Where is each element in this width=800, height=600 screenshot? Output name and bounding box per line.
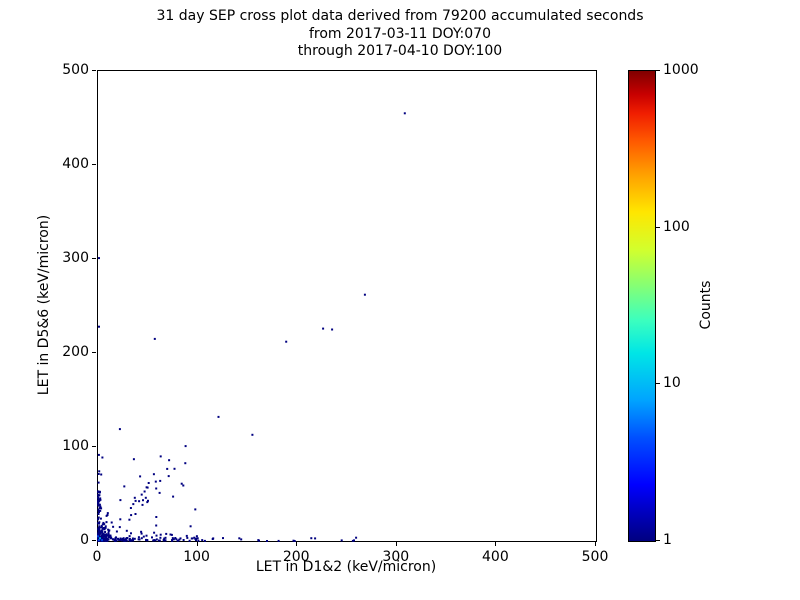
chart-subtitle-through: through 2017-04-10 DOY:100	[297, 43, 503, 59]
x-tick-mark	[495, 542, 497, 546]
colorbar-tick-mark	[656, 383, 660, 385]
chart-subtitle-from: from 2017-03-11 DOY:070	[308, 26, 491, 42]
colorbar-tick-mark	[656, 226, 660, 228]
y-tick-mark	[92, 352, 96, 353]
colorbar-tick-label: 1	[663, 532, 672, 548]
y-tick-mark	[92, 70, 96, 71]
y-tick-label: 0	[80, 532, 89, 548]
colorbar-tick-mark	[656, 540, 660, 541]
x-tick-mark	[595, 542, 596, 546]
chart-title: 31 day SEP cross plot data derived from …	[156, 8, 644, 24]
colorbar-tick-mark	[656, 70, 660, 71]
colorbar-tick-label: 1000	[663, 62, 699, 78]
y-axis-label: LET in D5&6 (keV/micron)	[36, 214, 52, 396]
x-axis-label: LET in D1&2 (keV/micron)	[255, 559, 437, 575]
y-tick-label: 500	[62, 62, 89, 78]
y-tick-mark	[92, 446, 96, 447]
x-tick-mark	[97, 542, 98, 546]
colorbar-label: Counts	[698, 280, 714, 330]
y-tick-mark	[92, 164, 96, 165]
scatter-plot-area	[97, 70, 597, 542]
x-tick-mark	[196, 542, 198, 546]
x-tick-mark	[296, 542, 298, 546]
x-tick-mark	[395, 542, 397, 546]
colorbar	[628, 70, 656, 542]
y-tick-mark	[92, 258, 96, 259]
y-tick-mark	[92, 540, 96, 541]
